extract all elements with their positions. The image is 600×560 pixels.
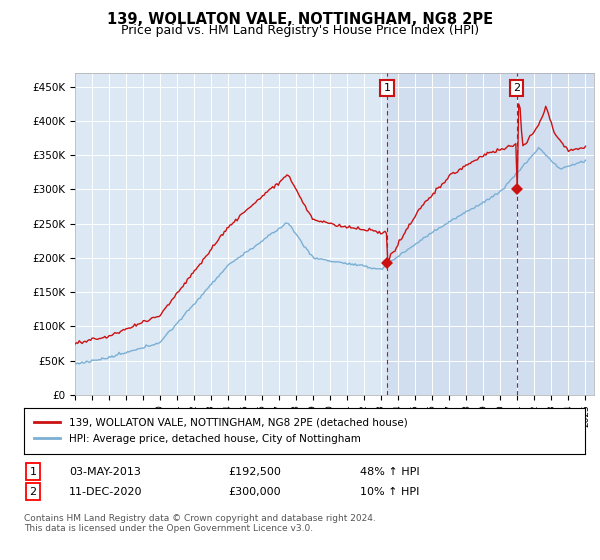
Text: 2: 2: [513, 83, 520, 93]
Text: 10% ↑ HPI: 10% ↑ HPI: [360, 487, 419, 497]
Text: 03-MAY-2013: 03-MAY-2013: [69, 466, 141, 477]
Bar: [387, 73, 594, 395]
Text: 48% ↑ HPI: 48% ↑ HPI: [360, 466, 419, 477]
Text: 1: 1: [29, 466, 37, 477]
Text: 1: 1: [384, 83, 391, 93]
Text: Contains HM Land Registry data © Crown copyright and database right 2024.
This d: Contains HM Land Registry data © Crown c…: [24, 514, 376, 533]
Text: 139, WOLLATON VALE, NOTTINGHAM, NG8 2PE: 139, WOLLATON VALE, NOTTINGHAM, NG8 2PE: [107, 12, 493, 27]
Text: Price paid vs. HM Land Registry's House Price Index (HPI): Price paid vs. HM Land Registry's House …: [121, 24, 479, 37]
Legend: 139, WOLLATON VALE, NOTTINGHAM, NG8 2PE (detached house), HPI: Average price, de: 139, WOLLATON VALE, NOTTINGHAM, NG8 2PE …: [28, 412, 414, 450]
Text: £192,500: £192,500: [228, 466, 281, 477]
Text: 2: 2: [29, 487, 37, 497]
Text: 11-DEC-2020: 11-DEC-2020: [69, 487, 143, 497]
Text: £300,000: £300,000: [228, 487, 281, 497]
